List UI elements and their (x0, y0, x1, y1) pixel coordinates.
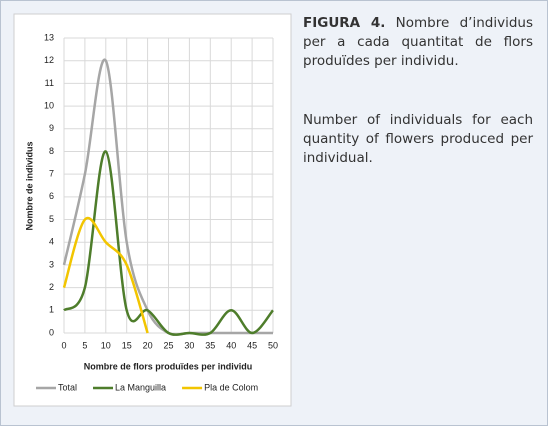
x-tick-label: 5 (82, 340, 87, 350)
y-tick-label: 11 (45, 78, 54, 88)
y-tick-label: 12 (44, 55, 54, 65)
x-tick-label: 25 (163, 340, 173, 350)
x-tick-label: 50 (268, 340, 278, 350)
x-tick-label: 10 (101, 340, 111, 350)
x-tick-label: 40 (226, 340, 236, 350)
y-tick-label: 9 (49, 123, 54, 133)
x-tick-label: 15 (122, 340, 132, 350)
legend-label: Pla de Colom (204, 382, 258, 392)
y-tick-label: 0 (49, 327, 54, 337)
x-tick-label: 30 (184, 340, 194, 350)
y-tick-label: 2 (49, 282, 54, 292)
legend-label: La Manguilla (115, 382, 166, 392)
x-tick-label: 35 (205, 340, 215, 350)
y-tick-label: 7 (49, 169, 54, 179)
y-tick-label: 4 (49, 237, 54, 247)
y-axis-label: Nombre de individus (24, 141, 34, 230)
caption-label: FIGURA 4. (303, 15, 386, 31)
y-tick-label: 1 (49, 305, 54, 315)
caption-text: Nombre d’individus per a cada quantitat … (303, 15, 533, 69)
y-tick-label: 6 (49, 191, 54, 201)
legend-label: Total (58, 382, 77, 392)
series-line (62, 58, 273, 336)
caption-catalan: FIGURA 4. Nombre d’individus per a cada … (303, 14, 533, 71)
y-tick-label: 3 (49, 259, 54, 269)
y-tick-label: 10 (44, 100, 54, 110)
x-tick-label: 0 (61, 340, 66, 350)
caption-english: Number of individuals for each quantity … (303, 112, 533, 166)
x-axis-label: Nombre de flors produïdes per individu (84, 361, 253, 371)
y-tick-label: 5 (49, 214, 54, 224)
y-tick-label: 8 (49, 146, 54, 156)
x-tick-label: 45 (247, 340, 257, 350)
x-tick-label: 20 (143, 340, 153, 350)
series-line (62, 216, 149, 334)
chart-box (13, 13, 292, 407)
y-tick-label: 13 (44, 32, 54, 42)
series-line (63, 150, 274, 336)
